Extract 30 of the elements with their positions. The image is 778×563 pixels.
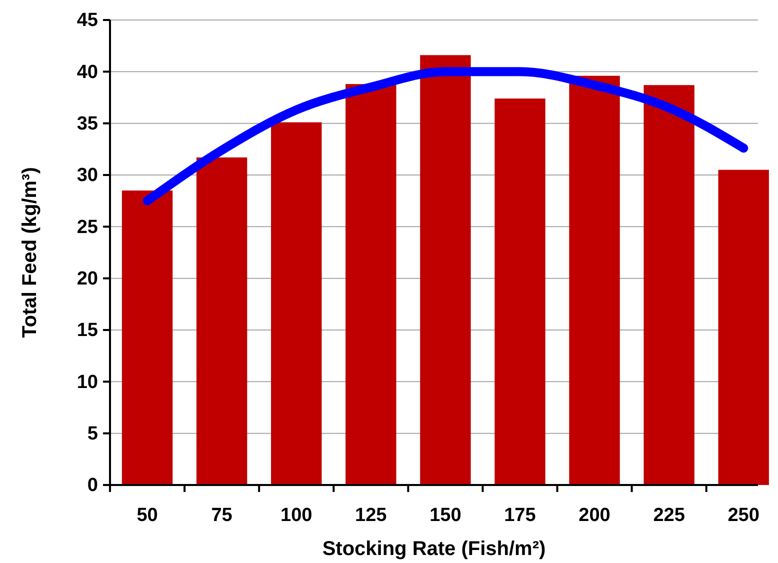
y-tick-label: 15 <box>76 320 98 342</box>
x-tick-label: 50 <box>136 505 158 526</box>
y-tick-label: 40 <box>76 62 98 83</box>
y-tick-label: 10 <box>76 372 98 393</box>
x-axis-title: Stocking Rate (Fish/m²) <box>322 538 546 560</box>
x-tick-label: 200 <box>578 505 610 526</box>
bar <box>346 84 396 485</box>
x-tick-label: 175 <box>504 505 536 526</box>
x-tick-label: 225 <box>653 505 686 526</box>
y-tick-label: 25 <box>76 216 98 238</box>
bar <box>420 55 471 485</box>
x-tick-label: 75 <box>211 505 233 526</box>
y-tick-label: 20 <box>76 268 98 290</box>
y-axis-title: Total Feed (kg/m³) <box>19 167 41 338</box>
y-tick-label: 35 <box>76 113 98 134</box>
bar <box>271 122 322 485</box>
y-tick-label: 0 <box>87 475 98 496</box>
y-tick-label: 45 <box>76 10 98 32</box>
bar <box>196 157 248 485</box>
bar <box>569 76 620 485</box>
y-tick-label: 5 <box>87 423 98 444</box>
y-tick-label: 30 <box>76 165 98 186</box>
x-tick-label: 125 <box>355 505 388 526</box>
bar <box>122 190 173 485</box>
bar <box>718 170 769 485</box>
x-tick-label: 150 <box>430 505 462 526</box>
bar <box>494 98 546 485</box>
x-tick-label: 250 <box>728 505 760 526</box>
x-tick-label: 100 <box>280 505 312 526</box>
bar <box>644 85 694 485</box>
